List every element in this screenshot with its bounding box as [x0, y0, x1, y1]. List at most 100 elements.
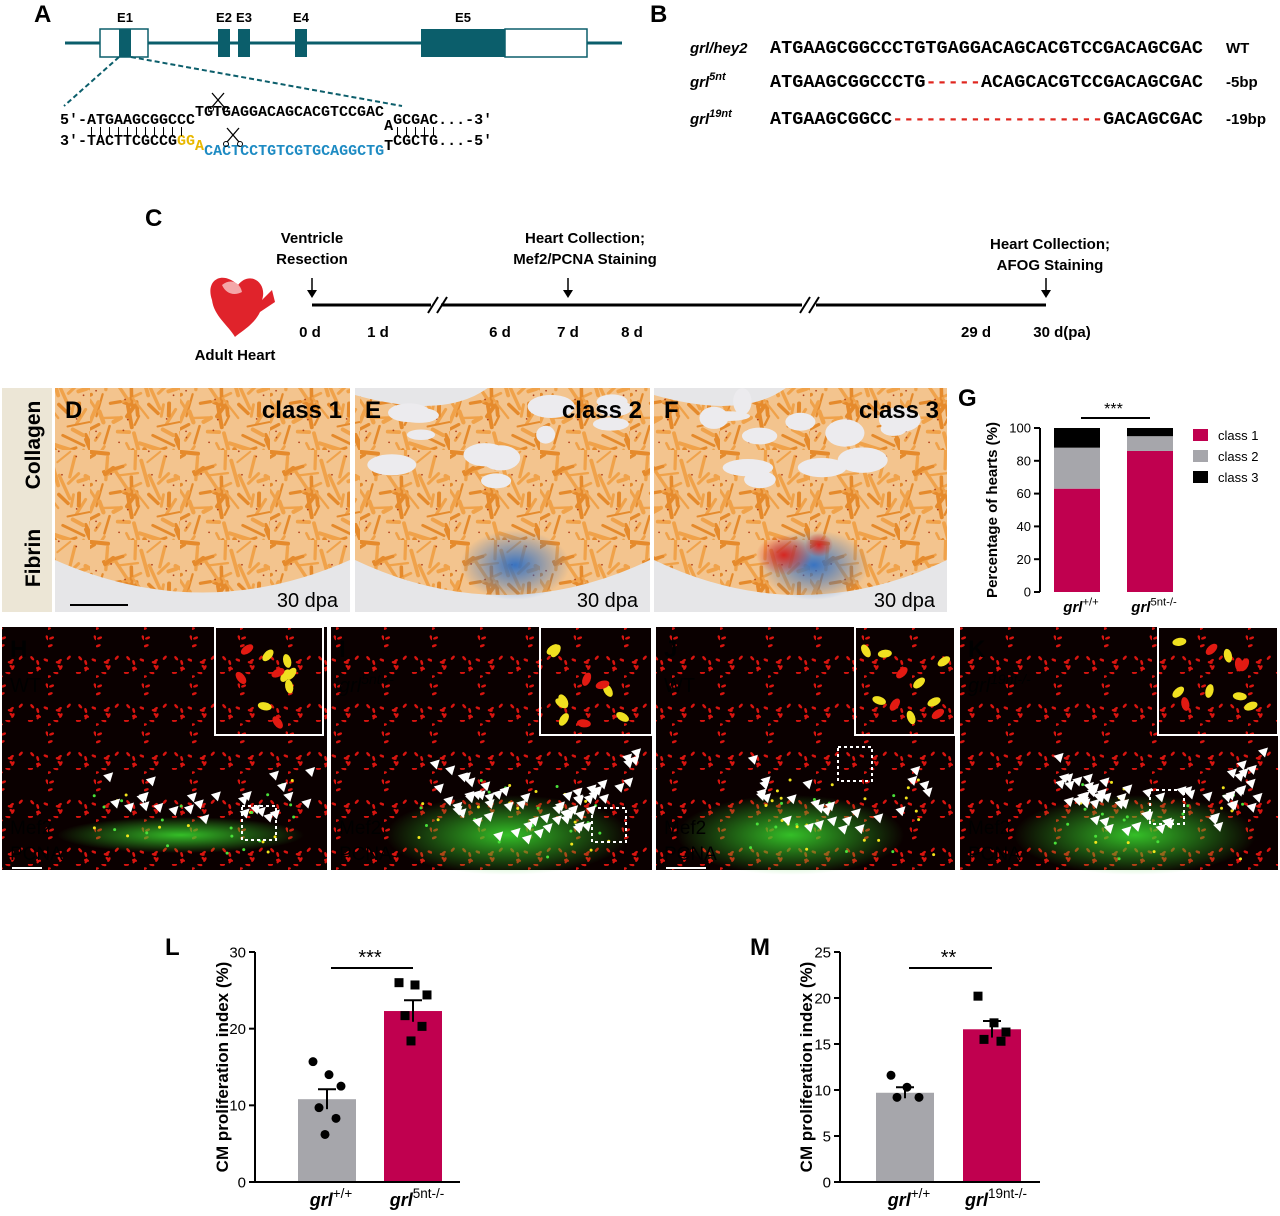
pcna-cell	[764, 803, 768, 807]
arrowhead	[1202, 791, 1213, 802]
inset-nucleus	[582, 672, 592, 686]
tissue-gap	[837, 447, 888, 473]
event-label: Resection	[276, 251, 348, 268]
inset-nucleus	[931, 708, 945, 720]
bar-segment	[1054, 488, 1100, 592]
sequence-segment: TGTGAGGACAGCACGTCCGAC	[195, 104, 384, 121]
arrowhead	[759, 779, 770, 790]
exon-label: E2	[216, 10, 232, 25]
pcna-cell	[1186, 804, 1190, 808]
exon-label: E3	[236, 10, 252, 25]
day-label: 29 d	[961, 324, 991, 341]
x-tick-label: grl+/+	[1062, 596, 1099, 616]
pcna-cell	[1125, 815, 1129, 819]
arrowhead	[1099, 817, 1110, 828]
pcna-signal	[1014, 795, 1256, 875]
pcna-cell	[555, 784, 559, 788]
inset-nucleus	[576, 719, 591, 728]
time-label: 30 dpa	[577, 590, 639, 612]
timeline-break	[799, 296, 811, 314]
pcna-cell	[292, 815, 296, 819]
sequence-segment: 3′-TACTTCGCCG	[60, 133, 177, 150]
arrowhead	[139, 801, 150, 812]
arrowhead	[583, 794, 594, 805]
arrowhead	[581, 821, 592, 832]
panel-letter: H	[10, 636, 27, 663]
y-tick-label: 0	[823, 1174, 831, 1191]
pcna-cell	[1053, 841, 1057, 845]
bar-segment	[1127, 428, 1173, 437]
zoom-line	[63, 56, 120, 107]
sequence-segment: 5′-ATGAAGCGGCCC	[60, 112, 195, 129]
arrowhead	[850, 808, 861, 819]
arrowhead	[623, 777, 634, 788]
arrowhead	[1083, 781, 1094, 792]
inset-nucleus	[872, 696, 886, 705]
category-superscript: +/+	[1082, 596, 1099, 608]
pcna-cell	[830, 783, 834, 787]
x-tick-label: grl19nt-/-	[964, 1186, 1027, 1210]
data-point	[410, 980, 420, 990]
arrowhead	[540, 813, 551, 824]
arrowhead	[123, 802, 134, 813]
arrowhead	[1161, 817, 1172, 828]
arrowhead	[492, 789, 503, 800]
data-point	[914, 1092, 924, 1102]
inset-nucleus	[896, 667, 908, 679]
pcna-cell	[273, 835, 277, 839]
arrowhead	[802, 779, 813, 790]
inset-nucleus	[262, 649, 274, 662]
category: grl	[887, 1190, 912, 1210]
tissue-gap	[797, 457, 847, 478]
pcna-cell	[904, 796, 908, 800]
arrowhead	[910, 765, 921, 776]
inset-nucleus	[240, 644, 254, 655]
arrowhead	[1082, 773, 1093, 784]
genotype-label: WT	[10, 675, 41, 697]
inset-nucleus	[595, 680, 610, 690]
day-label: 0 d	[299, 324, 321, 341]
bar	[876, 1092, 934, 1182]
arrowhead	[241, 791, 252, 802]
category-superscript: +/+	[333, 1186, 353, 1201]
arrowhead	[1122, 784, 1133, 795]
tissue-gap	[399, 407, 439, 423]
panel-letter: E	[365, 397, 381, 424]
class-label: class 1	[262, 397, 342, 424]
arrowhead	[263, 812, 274, 823]
pcna-cell	[1083, 807, 1087, 811]
day-label: 7 d	[557, 324, 579, 341]
pcna-cell	[266, 793, 270, 797]
pcna-cell	[419, 806, 423, 810]
data-point	[320, 1129, 330, 1139]
arrowhead	[573, 795, 584, 806]
stain-label: Mef2	[968, 818, 1010, 839]
data-point	[1001, 1027, 1011, 1037]
tissue-gap	[592, 417, 629, 431]
panel-letter: M	[750, 934, 770, 961]
time-label: 30 dpa	[874, 590, 936, 612]
pcna-cell	[1230, 809, 1234, 813]
stain-sidebar	[2, 388, 52, 612]
pcna-cell	[487, 790, 491, 794]
bar-segment	[1054, 428, 1100, 448]
pcna-cell	[421, 802, 425, 806]
arrowhead	[103, 772, 114, 783]
pcna-cell	[546, 855, 550, 859]
arrowhead	[1099, 777, 1110, 788]
pcna-cell	[805, 847, 809, 851]
arrowhead	[510, 827, 521, 838]
time-label: 30 dpa	[277, 590, 339, 612]
arrowhead	[575, 810, 586, 821]
arrowhead	[551, 815, 562, 826]
data-point	[973, 991, 983, 1001]
inset-nucleus	[937, 656, 951, 667]
pcna-cell	[570, 842, 574, 846]
sequence-segment: -----	[925, 72, 981, 93]
tissue-gap	[741, 427, 778, 445]
tissue-gap	[825, 419, 865, 447]
arrowhead	[193, 799, 204, 810]
sequence-segment: ATGAAGCGGCCCTG	[770, 72, 925, 93]
